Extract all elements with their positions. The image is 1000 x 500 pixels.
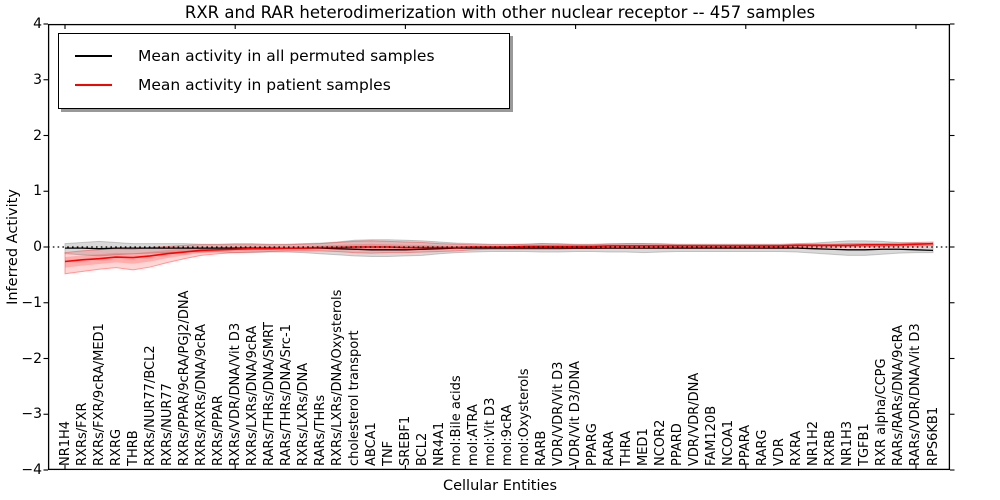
x-tick-label: VDR/Vit D3/DNA: [568, 360, 584, 466]
legend-item-patient: Mean activity in patient samples: [75, 70, 497, 99]
x-tick-label: RXRs/NUR77: [159, 383, 175, 466]
y-tick-label: 4: [33, 16, 42, 32]
x-tick-label: RXRs/LXRs/DNA: [295, 362, 311, 466]
x-tick-label: RARs/RARs/DNA/9cRA: [891, 325, 907, 466]
x-tick-label: PPARA: [738, 424, 754, 466]
x-tick-label: mol:Bile acids: [448, 375, 464, 466]
x-tick-label: VDR/VDR/Vit D3: [551, 361, 567, 466]
legend-line-sample-patient: [75, 83, 112, 86]
x-tick-label: NR1H4: [57, 420, 73, 466]
y-tick-label: −3: [21, 406, 42, 423]
x-tick-label: RARG: [755, 429, 771, 466]
series-patient-line: [64, 242, 934, 263]
x-tick-label: RARB: [534, 430, 550, 466]
x-tick-label: RXRs/RXRs/DNA/9cRA: [193, 323, 209, 466]
y-tick-label: 2: [33, 127, 42, 144]
x-tick-label: NCOA1: [721, 420, 737, 466]
x-tick-label: VDR/VDR/DNA: [687, 372, 703, 466]
legend-item-permuted: Mean activity in all permuted samples: [75, 41, 497, 70]
x-tick-label: NR1H2: [806, 420, 822, 466]
y-tick-label: −1: [21, 294, 42, 311]
x-tick-label: mol:Vit D3: [482, 397, 498, 466]
x-tick-label: RXRs/LXRs/DNA/Oxysterols: [329, 289, 345, 466]
x-tick-label: cholesterol transport: [346, 330, 362, 466]
plot-area: [43, 23, 955, 471]
x-tick-label: PPARG: [585, 423, 601, 466]
x-tick-label: NR4A1: [431, 421, 447, 466]
patient-band-outer: [64, 240, 934, 275]
x-tick-label: RXRG: [108, 428, 124, 466]
legend: Mean activity in all permuted samples Me…: [58, 33, 510, 109]
legend-line-sample-permuted: [75, 54, 112, 57]
x-tick-label: NCOR2: [653, 419, 669, 466]
legend-label-permuted: Mean activity in all permuted samples: [138, 46, 435, 65]
x-tick-label: RARA: [602, 431, 618, 466]
x-tick-label: RXRs/FXR: [74, 402, 90, 466]
series-permuted-line: [65, 247, 934, 251]
x-tick-label: PPARD: [670, 423, 686, 466]
y-tick-label: −2: [21, 350, 42, 367]
x-tick-label: RARs/THRs/DNA/SMRT: [261, 322, 277, 466]
y-tick-label: −4: [21, 462, 42, 478]
x-tick-label: RXR alpha/CCPG: [874, 358, 890, 466]
x-tick-label: RXRs/VDR/DNA/Vit D3: [227, 322, 243, 466]
x-tick-label: THRB: [125, 430, 141, 466]
x-tick-label: VDR: [772, 438, 788, 466]
x-tick-label: MED1: [636, 428, 652, 466]
x-tick-label: RXRA: [789, 430, 805, 466]
legend-label-patient: Mean activity in patient samples: [138, 75, 391, 94]
y-tick-label: 1: [33, 183, 42, 200]
chart-svg: [43, 23, 955, 471]
x-tick-label: RXRB: [823, 430, 839, 466]
x-tick-label: RXRs/FXR/9cRA/MED1: [91, 323, 107, 466]
x-tick-label: RXRs/LXRs/DNA/9cRA: [244, 325, 260, 466]
y-tick-label: 0: [33, 239, 42, 255]
x-tick-label: SREBF1: [397, 415, 413, 466]
x-tick-label: RXRs/NUR77/BCL2: [142, 345, 158, 466]
x-tick-label: TNF: [380, 440, 396, 466]
chart-title: RXR and RAR heterodimerization with othe…: [184, 3, 816, 22]
x-tick-label: BCL2: [414, 432, 430, 466]
x-tick-label: RARs/VDR/DNA/Vit D3: [908, 323, 924, 466]
x-tick-label: RXRs/PPAR: [210, 395, 226, 466]
x-tick-label: mol:9cRA: [500, 404, 515, 466]
x-tick-label: mol:ATRA: [465, 404, 481, 466]
x-tick-label: RARs/THRs/DNA/Src-1: [278, 324, 294, 466]
x-tick-label: TGFB1: [857, 423, 873, 466]
x-tick-label: ABCA1: [363, 422, 379, 466]
x-axis-label: Cellular Entities: [442, 478, 558, 494]
x-tick-label: THRA: [619, 430, 635, 466]
x-tick-label: RARs/THRs: [312, 394, 328, 466]
x-tick-label: RPS6KB1: [925, 406, 941, 466]
y-tick-label: 3: [33, 71, 42, 88]
x-tick-label: mol:Oxysterols: [517, 368, 533, 467]
x-tick-label: RXRs/PPAR/9cRA/PGJ2/DNA: [176, 290, 192, 467]
x-tick-label: NR1H3: [840, 420, 856, 466]
x-tick-label: FAM120B: [704, 405, 720, 466]
axis-frame: [47, 23, 951, 471]
